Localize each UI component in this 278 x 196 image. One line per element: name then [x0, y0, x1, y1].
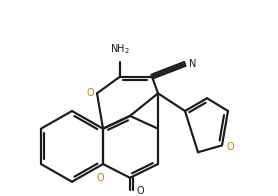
Text: NH$_2$: NH$_2$ [110, 42, 130, 56]
Text: O: O [86, 88, 94, 98]
Text: O: O [137, 186, 145, 196]
Text: N: N [189, 59, 196, 69]
Text: O: O [96, 173, 104, 183]
Text: O: O [227, 142, 235, 152]
